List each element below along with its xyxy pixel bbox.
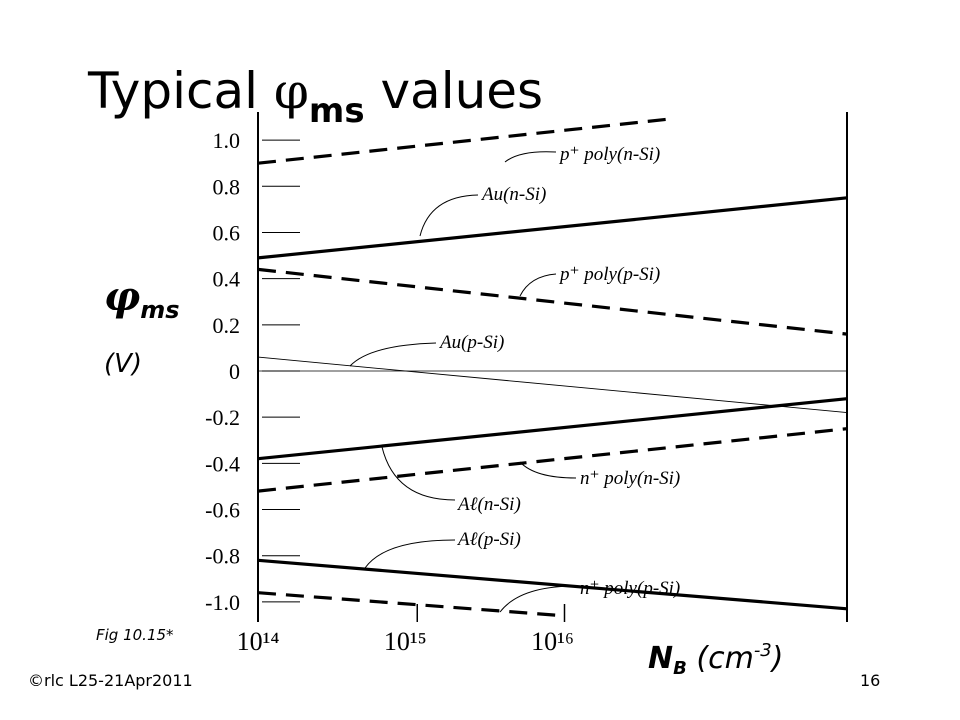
- title-subscript: ms: [309, 91, 365, 131]
- annotation-leader: [381, 446, 456, 501]
- annotation-leader: [519, 273, 557, 297]
- y-axis-label: φms: [104, 273, 180, 324]
- annotation-leader: [499, 585, 577, 613]
- title-symbol: φ: [274, 62, 309, 120]
- plot: 1.0 0.8 0.6 0.4 0.2 0 -0.2 -0.4 -0.6 -0.8 -1.0 10¹⁴…: [205, 112, 848, 656]
- annotation-leader: [349, 342, 437, 367]
- x-label-subscript: B: [673, 658, 687, 679]
- x-label-text: ): [770, 641, 784, 676]
- y-tick-label: 0: [229, 359, 240, 384]
- series-label: n⁺ poly(n-Si): [580, 468, 680, 489]
- y-tick-label: -0.6: [205, 498, 240, 523]
- y-tick-label: 0.8: [213, 174, 241, 199]
- series-line: [257, 591, 565, 618]
- annotation-leader: [504, 151, 557, 163]
- title-text: values: [365, 62, 544, 120]
- series-line: [257, 356, 848, 414]
- figure-label: Fig 10.15*: [96, 626, 174, 644]
- series-label: n⁺ poly(p-Si): [580, 578, 680, 599]
- series-line: [257, 558, 848, 611]
- series-label: Aℓ(n-Si): [456, 494, 521, 515]
- title-text: Typical: [87, 62, 274, 120]
- footer: ©rlc L25-21Apr2011: [28, 671, 193, 690]
- x-tick-label: 10¹⁶: [531, 627, 574, 656]
- series-line: [257, 196, 848, 260]
- page-number: 16: [860, 671, 880, 690]
- y-tick-label: 0.6: [213, 220, 241, 245]
- y-label-subscript: ms: [140, 296, 179, 324]
- x-label-superscript: -3: [754, 640, 772, 661]
- series-line: [257, 117, 668, 165]
- series-label: Aℓ(p-Si): [456, 529, 521, 550]
- x-tick-label: 10¹⁵: [384, 627, 427, 656]
- y-tick-label: -1.0: [205, 590, 240, 615]
- series-label: Au(n-Si): [480, 184, 546, 205]
- annotation-leader: [419, 194, 479, 237]
- series-label: p⁺ poly(p-Si): [558, 264, 660, 285]
- y-tick-label: -0.2: [205, 405, 240, 430]
- series-line: [257, 267, 848, 336]
- y-tick-label: -0.4: [205, 451, 240, 476]
- x-tick-label: 10¹⁴: [237, 627, 280, 656]
- y-tick-label: -0.8: [205, 544, 240, 569]
- y-label-symbol: φ: [104, 273, 140, 320]
- x-label-text: (cm: [687, 641, 754, 676]
- x-axis-label: NB (cm-3): [648, 640, 783, 679]
- y-axis-unit: (V): [104, 349, 142, 379]
- y-tick-label: 1.0: [213, 128, 241, 153]
- x-label-text: N: [648, 641, 673, 676]
- series-label: Au(p-Si): [438, 332, 504, 353]
- series-line: [257, 397, 848, 461]
- annotation-leader: [519, 461, 577, 479]
- slide-title: Typical φms values: [87, 62, 543, 131]
- y-tick-label: 0.4: [213, 267, 241, 292]
- y-tick-label: 0.2: [213, 313, 241, 338]
- series-line: [257, 427, 848, 493]
- annotation-leader: [364, 539, 456, 569]
- series-label: p⁺ poly(n-Si): [558, 144, 660, 165]
